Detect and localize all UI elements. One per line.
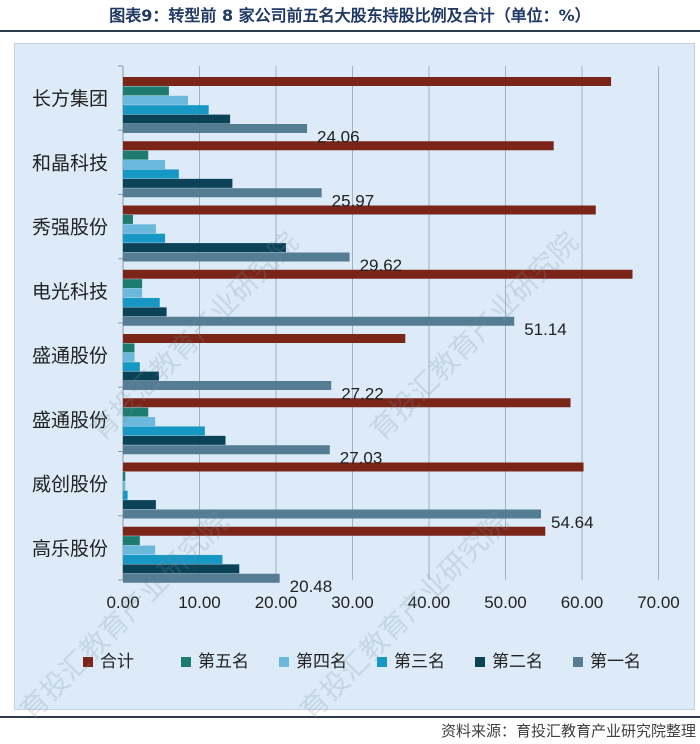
- bar-第五名: [123, 279, 143, 289]
- bar-合计: [123, 462, 584, 472]
- x-tick-label: 40.00: [408, 593, 451, 612]
- category-label: 高乐股份: [32, 538, 108, 560]
- bar-第一名: [123, 573, 280, 583]
- x-tick-label: 20.00: [255, 593, 298, 612]
- category-label: 和晶科技: [32, 152, 108, 174]
- category-label: 电光科技: [32, 281, 108, 303]
- legend-swatch-第五名: [181, 657, 191, 667]
- bar-第三名: [123, 490, 128, 500]
- bar-第三名: [123, 554, 223, 564]
- bar-第一名: [123, 252, 350, 262]
- bar-合计: [123, 269, 633, 279]
- bar-第二名: [123, 307, 167, 317]
- bar-第五名: [123, 471, 126, 481]
- bar-第一名: [123, 188, 322, 198]
- source-note: 资料来源：育投汇教育产业研究院整理: [440, 722, 696, 740]
- data-label: 24.06: [317, 127, 360, 146]
- title-divider: [0, 30, 700, 32]
- legend-label: 第一名: [590, 652, 641, 672]
- bar-第五名: [123, 150, 149, 160]
- bar-合计: [123, 77, 612, 86]
- bar-第二名: [123, 435, 226, 445]
- category-label: 盛通股份: [32, 345, 108, 367]
- bar-第一名: [123, 509, 541, 519]
- chart-title: 图表9：转型前 8 家公司前五名大股东持股比例及合计（单位：%）: [109, 6, 591, 25]
- bar-第一名: [123, 445, 330, 455]
- bar-第三名: [123, 233, 166, 243]
- legend-swatch-第一名: [573, 657, 583, 667]
- footer-divider: [0, 716, 700, 718]
- data-label: 27.22: [341, 384, 384, 403]
- bar-第四名: [123, 95, 189, 105]
- category-label: 秀强股份: [32, 217, 108, 239]
- bar-第二名: [123, 500, 156, 510]
- legend-label: 第二名: [492, 652, 543, 672]
- bar-第四名: [123, 288, 143, 298]
- bar-第五名: [123, 343, 135, 353]
- bar-合计: [123, 526, 546, 536]
- bar-第一名: [123, 124, 308, 133]
- data-label: 29.62: [360, 256, 403, 275]
- bar-第四名: [123, 481, 126, 491]
- bar-合计: [123, 334, 406, 343]
- bar-第四名: [123, 545, 156, 555]
- legend-label: 合计: [100, 652, 134, 672]
- data-label: 25.97: [332, 192, 375, 211]
- x-tick-label: 10.00: [178, 593, 221, 612]
- x-tick-label: 70.00: [637, 593, 680, 612]
- bar-第三名: [123, 105, 209, 115]
- bar-第二名: [123, 564, 240, 574]
- legend-label: 第三名: [394, 652, 445, 672]
- bar-第四名: [123, 224, 156, 234]
- bar-第四名: [123, 160, 166, 170]
- legend-swatch-第四名: [279, 657, 289, 667]
- bar-第二名: [123, 178, 233, 188]
- data-label: 51.14: [524, 320, 567, 339]
- x-tick-label: 60.00: [561, 593, 604, 612]
- chart-area: 0.00 10.00 20.00 30.00 40.00 50.00 60.00 70.00 长…: [14, 43, 695, 710]
- bar-合计: [123, 141, 554, 151]
- bar-第四名: [123, 417, 156, 427]
- bar-第五名: [123, 214, 133, 224]
- data-label: 54.64: [551, 513, 594, 532]
- x-tick-label: 50.00: [484, 593, 527, 612]
- legend-swatch-第三名: [377, 657, 387, 667]
- legend-swatch-合计: [83, 657, 93, 667]
- legend-label: 第四名: [296, 652, 347, 672]
- bar-第三名: [123, 426, 205, 436]
- category-label: 长方集团: [32, 88, 108, 110]
- bar-chart: 0.00 10.00 20.00 30.00 40.00 50.00 60.00 70.00 长…: [32, 65, 680, 672]
- data-label: 20.48: [290, 577, 333, 596]
- bar-第三名: [123, 362, 140, 372]
- bar-第一名: [123, 316, 515, 326]
- bar-第四名: [123, 352, 135, 362]
- bar-第二名: [123, 371, 159, 381]
- legend-swatch-第二名: [475, 657, 485, 667]
- legend-label: 第五名: [198, 652, 249, 672]
- bar-第五名: [123, 86, 169, 96]
- x-tick-label: 30.00: [331, 593, 374, 612]
- bar-第一名: [123, 381, 332, 390]
- data-label: 27.03: [340, 449, 383, 468]
- bar-第三名: [123, 297, 160, 307]
- bar-合计: [123, 398, 571, 408]
- bar-合计: [123, 205, 596, 215]
- category-label: 威创股份: [32, 474, 108, 496]
- category-label: 盛通股份: [32, 409, 108, 431]
- bar-第二名: [123, 114, 231, 124]
- bar-第五名: [123, 536, 140, 546]
- bar-第二名: [123, 243, 286, 253]
- bar-第五名: [123, 407, 149, 417]
- x-tick-label: 0.00: [106, 593, 139, 612]
- bar-第三名: [123, 169, 179, 179]
